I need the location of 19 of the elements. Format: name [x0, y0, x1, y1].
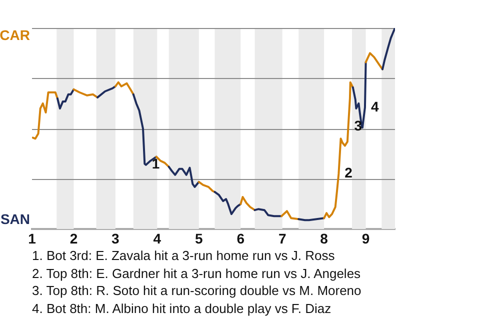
x-tick-label: 6	[236, 230, 245, 246]
x-tick-label: 3	[112, 230, 120, 246]
ref-line-label: CAR	[0, 26, 30, 43]
x-tick-label: 2	[70, 230, 78, 246]
annotation: 4	[370, 98, 379, 114]
annotation: 1	[152, 156, 160, 172]
x-tick-label: 1	[28, 230, 36, 246]
x-tick-label: 5	[195, 230, 203, 246]
annotation: 3	[354, 117, 362, 134]
x-tick-label: 9	[362, 230, 370, 246]
x-tick-label: 8	[320, 230, 328, 246]
text: 3. Top 8th: R. Soto hit a run-scoring double vs M. Moreno	[32, 282, 362, 300]
text: 4. Bot 8th: M. Albino hit into a double play vs F. Diaz	[32, 300, 332, 317]
x-tick-label: 4	[153, 230, 162, 246]
ref-line-label: SAN	[0, 211, 30, 228]
text: 2. Top 8th: E. Gardner hit a 3-run home run vs J. Angeles	[32, 264, 362, 282]
text: 1. Bot 3rd: E. Zavala hit a 3-run home run vs J. Ross	[32, 247, 336, 264]
annotation: 2	[344, 164, 353, 181]
x-tick-label: 7	[278, 230, 286, 246]
